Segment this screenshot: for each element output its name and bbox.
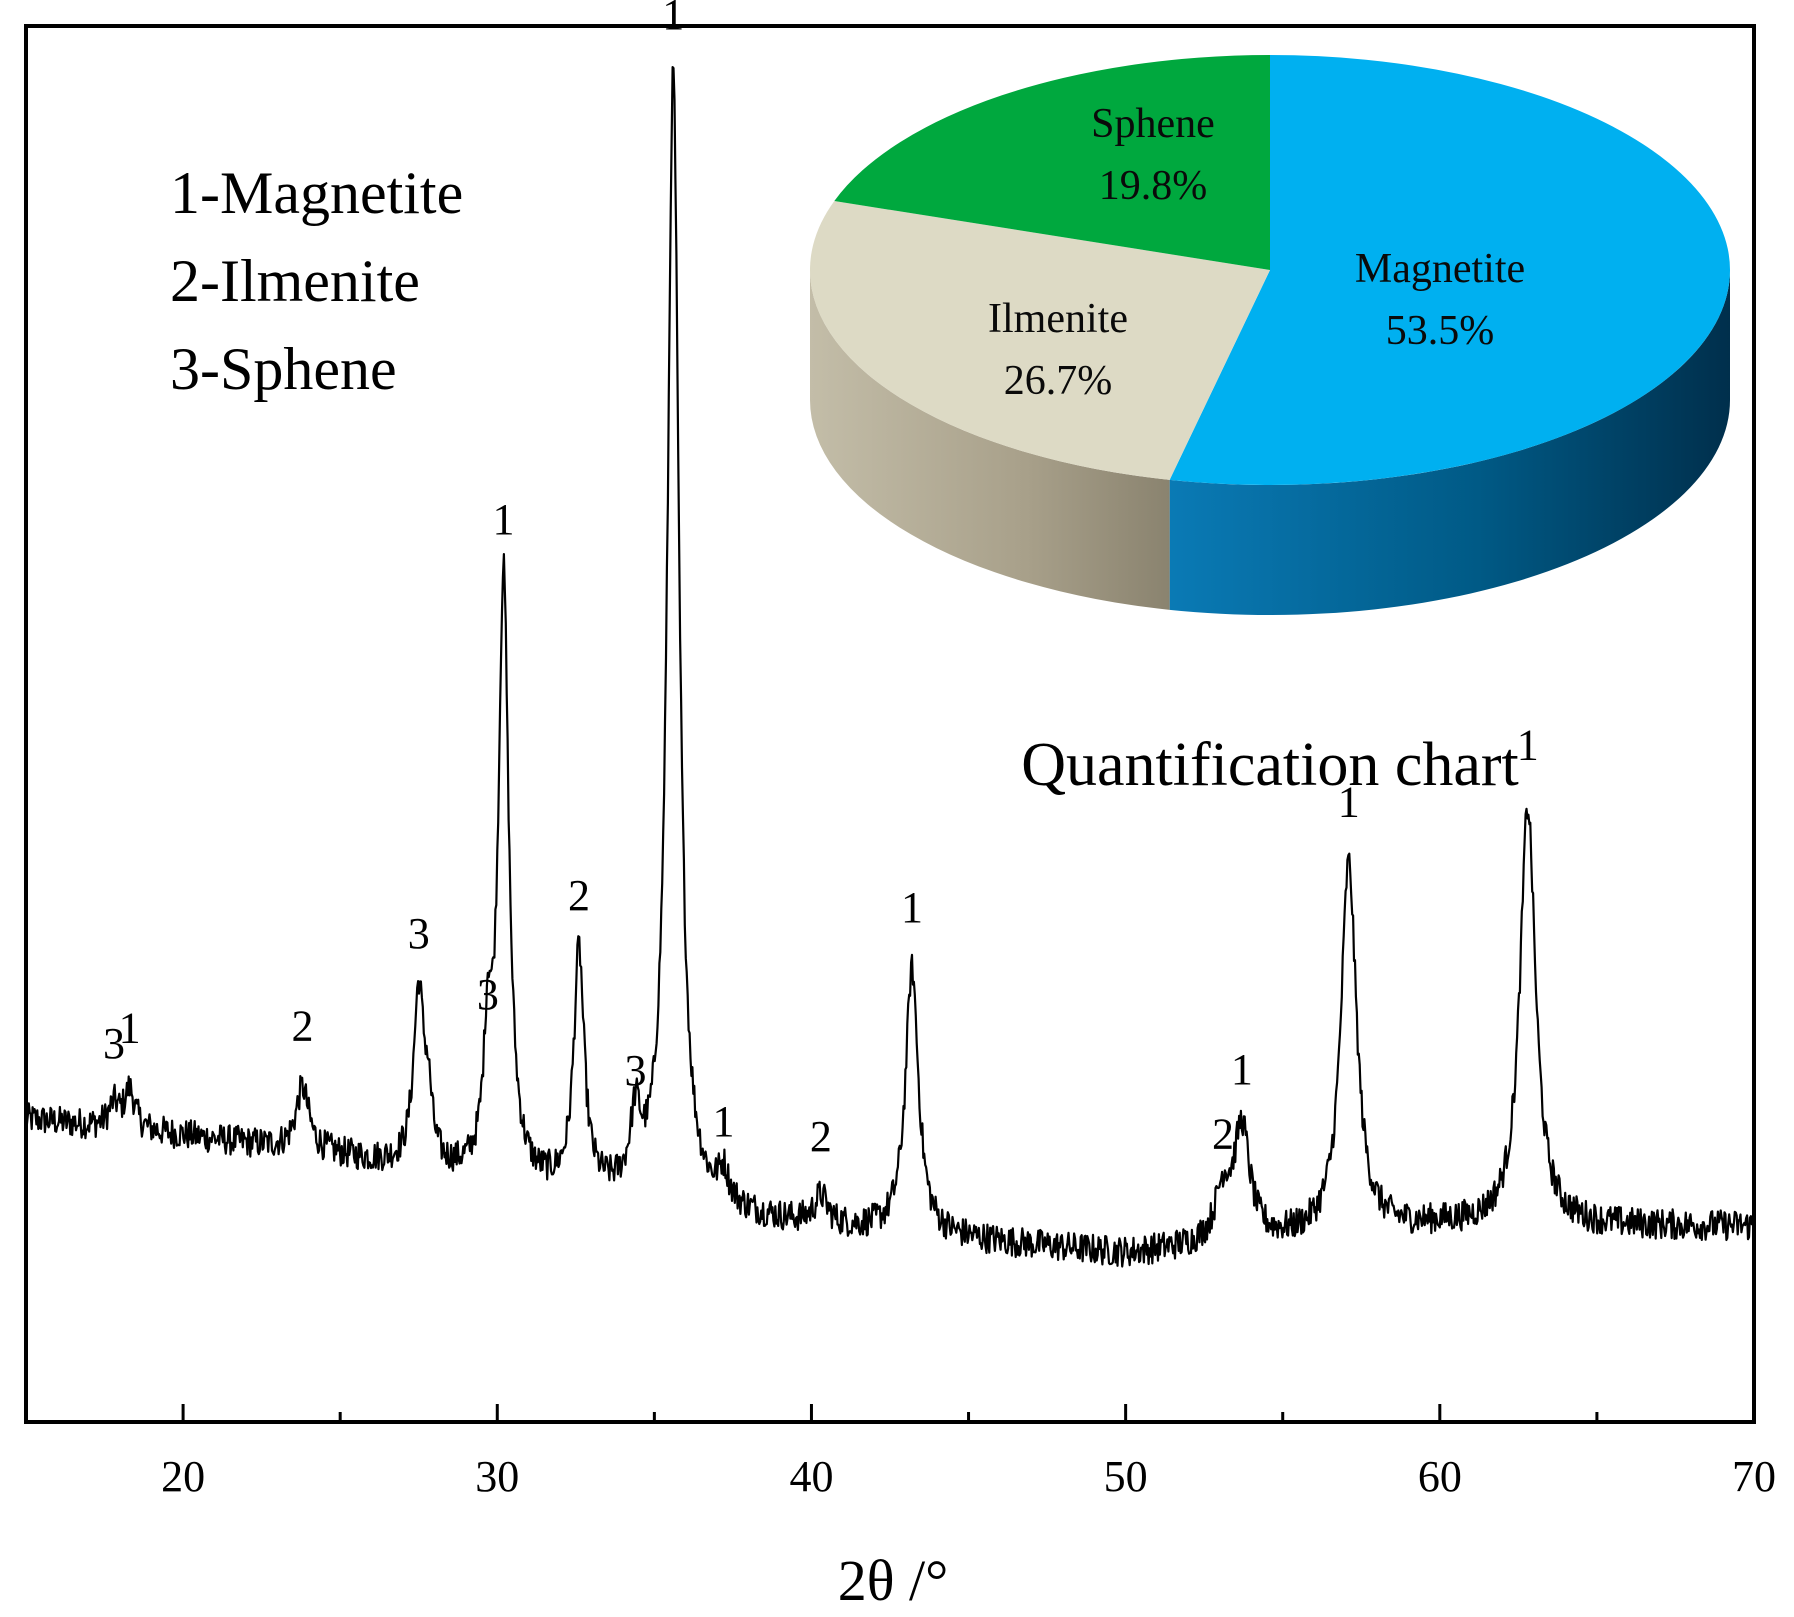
legend-item-sphene: 3-Sphene — [170, 336, 397, 402]
pie-label-sphene-name: Sphene — [1091, 101, 1215, 147]
legend-item-magnetite: 1-Magnetite — [170, 160, 463, 226]
x-axis-title: 2θ /° — [838, 1548, 949, 1613]
x-axis-tick-labels: 20 30 40 50 60 70 — [161, 1452, 1776, 1501]
x-tick-label-60: 60 — [1418, 1452, 1462, 1501]
x-tick-label-70: 70 — [1732, 1452, 1776, 1501]
legend: 1-Magnetite 2-Ilmenite 3-Sphene — [170, 160, 463, 402]
xrd-pattern-line — [24, 66, 1755, 1268]
peak-label-2-13: 2 — [1212, 1110, 1234, 1159]
peak-label-1-15: 1 — [1338, 777, 1360, 826]
peak-label-1-10: 1 — [712, 1097, 734, 1146]
pie-3d-sides — [810, 270, 1730, 615]
peak-label-1-12: 1 — [901, 883, 923, 932]
peak-label-3-8: 3 — [625, 1046, 647, 1095]
legend-item-ilmenite: 2-Ilmenite — [170, 248, 420, 314]
pie-label-ilmenite-value: 26.7% — [1004, 358, 1113, 404]
peak-label-1-1: 1 — [119, 1004, 141, 1053]
peak-label-1-9: 1 — [662, 0, 684, 39]
pie-top-faces — [810, 55, 1730, 485]
pie-label-magnetite-name: Magnetite — [1355, 246, 1525, 292]
pie-chart-title: Quantification chart — [1021, 731, 1519, 799]
peak-label-2-7: 2 — [568, 871, 590, 920]
peak-label-1-6: 1 — [493, 495, 515, 544]
pie-slice-labels: Magnetite 53.5% Ilmenite 26.7% Sphene 19.8% — [988, 101, 1525, 404]
x-tick-label-40: 40 — [789, 1452, 833, 1501]
peak-label-2-11: 2 — [810, 1112, 832, 1161]
peak-label-1-16: 1 — [1517, 720, 1539, 769]
pie-slice-ilmenite — [810, 200, 1270, 480]
x-tick-label-30: 30 — [475, 1452, 519, 1501]
x-axis-ticks — [181, 1404, 1756, 1422]
pie-label-ilmenite-name: Ilmenite — [988, 296, 1128, 342]
pie-side-magnetite — [1169, 270, 1730, 615]
plot-frame — [24, 24, 1756, 1424]
x-tick-label-20: 20 — [161, 1452, 205, 1501]
pie-label-magnetite-value: 53.5% — [1386, 308, 1495, 354]
pie-label-sphene-value: 19.8% — [1099, 163, 1208, 209]
peak-label-3-0: 3 — [103, 1019, 125, 1068]
pie-slice-sphene — [834, 55, 1270, 270]
peak-label-3-3: 3 — [408, 909, 430, 958]
pie-side-ilmenite — [810, 270, 1170, 610]
peak-label-2-2: 2 — [291, 1002, 313, 1051]
pie-slice-magnetite — [1169, 55, 1730, 485]
peak-label-1-14: 1 — [1231, 1045, 1253, 1094]
peak-label-3-5: 3 — [477, 970, 499, 1019]
quantification-pie-chart: Magnetite 53.5% Ilmenite 26.7% Sphene 19.8% Q… — [810, 55, 1730, 799]
x-tick-label-50: 50 — [1104, 1452, 1148, 1501]
